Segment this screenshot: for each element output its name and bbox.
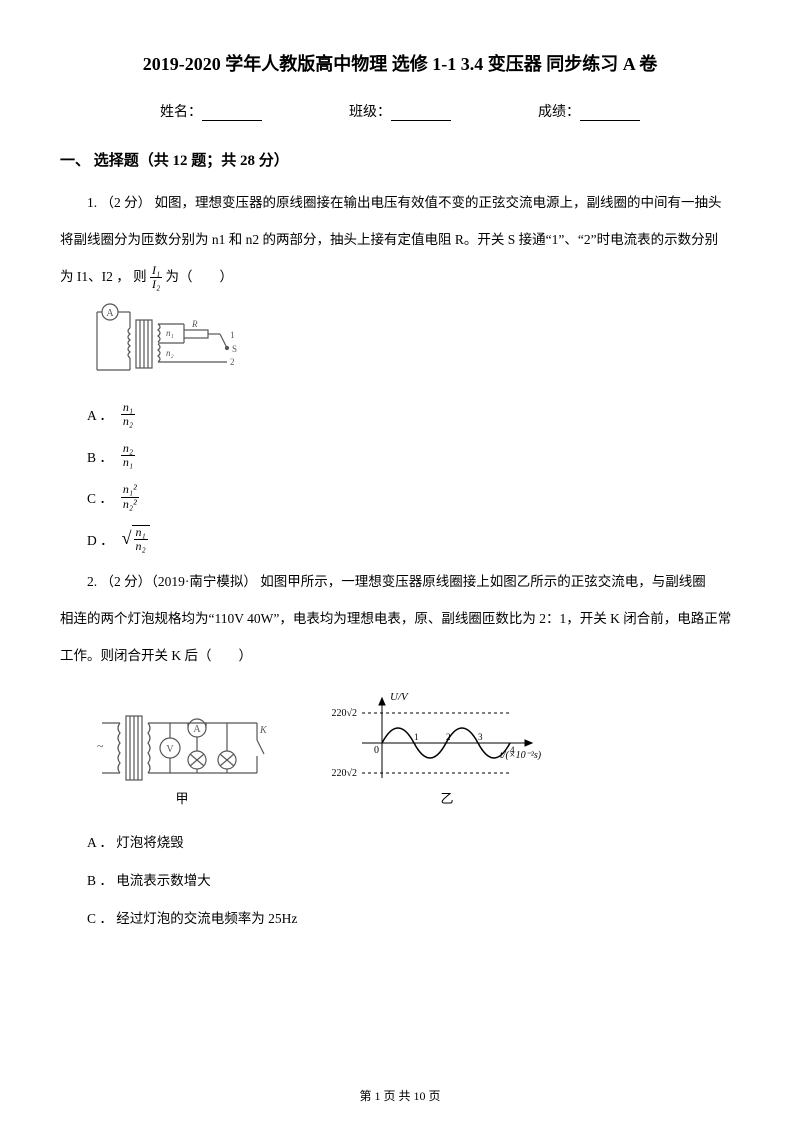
q2-diagrams: ~ V A	[92, 688, 740, 813]
caption-yi: 乙	[440, 791, 453, 806]
q2-option-b: B ． 电流表示数增大	[87, 869, 740, 889]
q1-option-c: C ． n₁² n₂²	[87, 483, 740, 510]
student-info-row: 姓名： 班级： 成绩：	[60, 101, 740, 121]
svg-text:A: A	[106, 308, 114, 319]
q1-option-a: A ． n₁ n₂	[87, 401, 740, 428]
caption-jia: 甲	[175, 791, 188, 806]
svg-text:1: 1	[414, 732, 419, 742]
svg-text:2: 2	[230, 357, 235, 367]
q2-line2: 相连的两个灯泡规格均为“110V 40W”，电表均为理想电表，原、副线圈匝数比为…	[60, 604, 740, 633]
q2-option-a: A ． 灯泡将烧毁	[87, 831, 740, 851]
section-header: 一、 选择题（共 12 题；共 28 分）	[60, 149, 740, 170]
q2-line3: 工作。则闭合开关 K 后（ ）	[60, 641, 740, 670]
svg-text:R: R	[191, 319, 198, 329]
svg-text:0: 0	[374, 745, 379, 756]
svg-text:220√2: 220√2	[332, 708, 357, 719]
score-label: 成绩：	[538, 101, 580, 121]
q2-line1: 2. （2 分）（2019·南宁模拟） 如图甲所示，一理想变压器原线圈接上如图乙…	[60, 567, 740, 596]
q1-line2: 将副线圈分为匝数分别为 n1 和 n2 的两部分，抽头上接有定值电阻 R。开关 …	[60, 225, 740, 254]
q1-line3: 为 I1、I2 ， 则 I₁ I₂ 为（ ）	[60, 262, 740, 292]
svg-text:A: A	[193, 724, 201, 735]
svg-text:n₂: n₂	[166, 348, 174, 358]
svg-text:-220√2: -220√2	[332, 768, 357, 779]
svg-text:1: 1	[230, 330, 235, 340]
name-label: 姓名：	[160, 101, 202, 121]
svg-text:3: 3	[478, 732, 483, 742]
svg-text:K: K	[259, 725, 268, 736]
score-field[interactable]	[580, 107, 640, 121]
svg-text:n₁: n₁	[166, 328, 174, 338]
class-label: 班级：	[349, 101, 391, 121]
svg-text:U/V: U/V	[390, 691, 409, 703]
q2-circuit-jia: ~ V A	[92, 698, 272, 813]
name-field[interactable]	[202, 107, 262, 121]
svg-text:V: V	[166, 744, 174, 755]
q2-graph-yi: U/V t/(×10⁻²s) 220√2 -220√2 0 1 2 3 4 乙	[332, 688, 542, 813]
q2-option-c: C ． 经过灯泡的交流电频率为 25Hz	[87, 907, 740, 927]
svg-text:4: 4	[510, 745, 515, 755]
q1-circuit-diagram: A n₁ n₂ R 1 2	[92, 300, 740, 387]
class-field[interactable]	[391, 107, 451, 121]
q1-line1: 1. （2 分） 如图，理想变压器的原线圈接在输出电压有效值不变的正弦交流电源上…	[60, 188, 740, 217]
page-footer: 第 1 页 共 10 页	[0, 1087, 800, 1104]
svg-text:2: 2	[446, 732, 451, 742]
fraction-i1-i2: I₁ I₂	[150, 264, 162, 291]
svg-text:S: S	[232, 344, 237, 354]
q1-option-b: B ． n₂ n₁	[87, 442, 740, 469]
document-title: 2019-2020 学年人教版高中物理 选修 1-1 3.4 变压器 同步练习 …	[60, 50, 740, 76]
svg-text:~: ~	[97, 739, 104, 753]
q1-option-d: D ． √ n₁ n₂	[87, 525, 740, 553]
svg-text:t/(×10⁻²s): t/(×10⁻²s)	[500, 750, 542, 761]
